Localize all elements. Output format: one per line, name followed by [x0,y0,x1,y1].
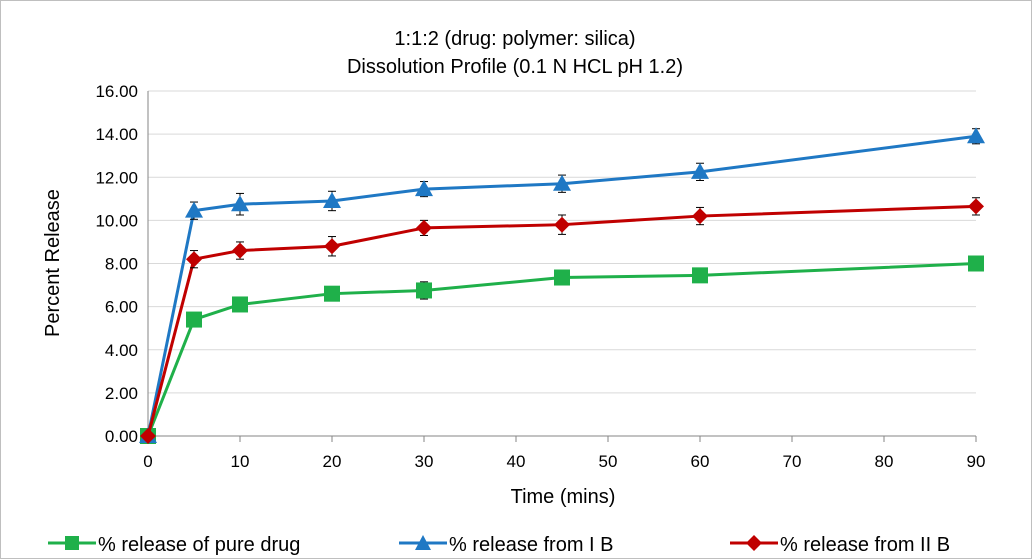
data-point-diamond [140,428,156,444]
data-point-square [968,255,984,272]
legend-item-i-b: % release from I B [399,534,614,556]
y-axis-title: Percent Release [42,189,64,337]
y-tick-label: 12.00 [95,168,138,187]
chart-subtitle: Dissolution Profile (0.1 N HCL pH 1.2) [347,56,683,78]
y-tick-label: 14.00 [95,125,138,144]
x-tick-label: 90 [967,452,986,471]
legend-item-pure-drug: % release of pure drug [48,534,300,556]
data-point-diamond [186,251,202,268]
x-tick-label: 80 [875,452,894,471]
data-point-triangle [185,201,203,218]
gridlines [148,90,976,394]
y-tick-label: 2.00 [105,384,138,403]
data-point-square [692,267,708,284]
y-tick-label: 8.00 [105,255,138,274]
series-plot [139,127,985,444]
x-tick-label: 20 [323,452,342,471]
series-2 [140,197,984,444]
y-tick-label: 6.00 [105,298,138,317]
data-point-diamond [692,208,708,225]
data-point-square [186,311,202,328]
legend: % release of pure drug % release from I … [48,534,950,556]
x-tick-label: 60 [691,452,710,471]
series-line [146,204,977,437]
data-point-triangle [231,195,249,212]
legend-diamond-marker [746,535,762,551]
x-tick-label: 30 [415,452,434,471]
y-tick-label: 4.00 [105,341,138,360]
y-tick-label: 0.00 [105,427,138,446]
legend-item-ii-b: % release from II B [730,534,950,556]
x-axis-title: Time (mins) [511,486,616,508]
data-point-diamond [232,242,248,259]
series-line [146,134,977,437]
data-point-square [554,269,570,286]
data-point-square [232,296,248,313]
legend-square-marker [65,536,79,550]
x-tick-label: 50 [599,452,618,471]
x-tick-label: 40 [507,452,526,471]
data-point-triangle [553,174,571,191]
x-tick-label: 10 [231,452,250,471]
series-1 [139,127,985,443]
data-point-square [416,282,432,299]
axes: 0.00 2.00 4.00 6.00 8.00 10.00 12.00 14.00 16.00… [95,82,985,471]
legend-label-pure-drug: % release of pure drug [98,534,300,556]
data-point-diamond [324,238,340,255]
data-point-triangle [323,191,341,208]
data-point-triangle [415,180,433,197]
data-point-diamond [968,198,984,215]
y-tick-label: 16.00 [95,82,138,101]
legend-label-i-b: % release from I B [449,534,614,556]
y-tick-label: 10.00 [95,211,138,230]
data-point-diamond [416,219,432,236]
x-tick-label: 70 [783,452,802,471]
legend-label-ii-b: % release from II B [780,534,950,556]
data-point-diamond [554,216,570,233]
x-tick-label: 0 [143,452,152,471]
chart-title: 1:1:2 (drug: polymer: silica) [394,28,635,50]
data-point-triangle [967,127,985,144]
data-point-triangle [691,162,709,179]
data-point-square [324,285,340,302]
legend-triangle-marker [415,535,431,550]
